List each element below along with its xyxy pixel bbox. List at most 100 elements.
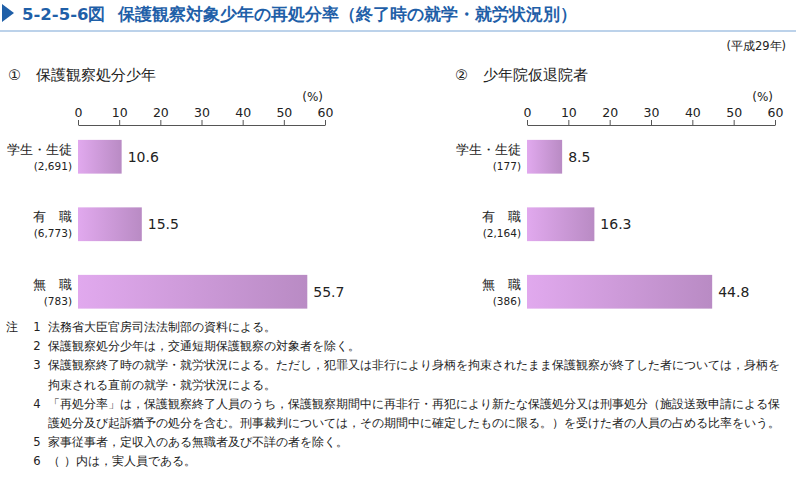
notes-label [6,452,26,471]
category-label: 無 職 [482,277,521,292]
data-label: 15.5 [148,216,179,232]
tick: 10 [561,105,577,125]
data-label: 10.6 [128,149,159,165]
tick: 0 [75,105,83,125]
tick: 30 [194,105,210,125]
count-label: (2,164) [483,227,521,239]
category-label: 学生・生徒 [7,142,72,157]
tick: 10 [112,105,128,125]
tick: 40 [685,105,701,125]
note-text: 家事従事者，定収入のある無職者及び不詳の者を除く。 [48,433,788,452]
tick: 50 [726,105,742,125]
category-label: 有 職 [482,209,521,224]
note-number: 1 [26,318,48,337]
axis-title: (%) [302,90,323,104]
count-label: (6,773) [34,227,72,239]
notes-label: 注 [6,318,26,337]
axis-line [79,125,326,126]
bar [527,140,562,174]
tick-mark [119,120,120,125]
data-label: 8.5 [568,149,590,165]
count-label: (783) [44,295,72,307]
data-label: 16.3 [600,216,631,232]
note-text: （ ）内は，実人員である。 [48,452,788,471]
axis-line [528,125,776,126]
tick-label: 0 [75,105,83,120]
note-number: 4 [26,395,48,433]
chart: ② 少年院仮退院者 (%) 0 10 20 30 40 50 60 8.5 16.3 44.8 学生・生… [455,67,783,309]
note-text: 法務省大臣官房司法法制部の資料による。 [48,318,788,337]
count-label: (177) [493,160,521,172]
note: 5家事従事者，定収入のある無職者及び不詳の者を除く。 [6,433,788,452]
period: (平成29年) [726,39,786,53]
tick-label: 40 [685,105,701,120]
note: 注1法務省大臣官房司法法制部の資料による。 [6,318,788,337]
note: 3保護観察終了時の就学・就労状況による。ただし，犯罪又は非行により身柄を拘束され… [6,356,788,394]
tick-label: 0 [524,105,532,120]
bars [78,140,307,309]
tick-mark [651,120,652,125]
tick: 0 [524,105,532,125]
note: 6（ ）内は，実人員である。 [6,452,788,471]
tick-mark [527,120,528,125]
tick: 50 [276,105,292,125]
tick-label: 10 [112,105,128,120]
tick-label: 30 [644,105,660,120]
chart-title: ② 少年院仮退院者 [455,67,588,83]
note: 2保護観察処分少年は，交通短期保護観察の対象者を除く。 [6,337,788,356]
data-label: 55.7 [313,284,344,300]
notes-label [6,433,26,452]
note-number: 2 [26,337,48,356]
data-label: 44.8 [718,284,749,300]
notes-label [6,395,26,433]
notes-label [6,356,26,394]
tick-label: 20 [153,105,169,120]
x-axis: 0 10 20 30 40 50 60 [524,105,784,126]
tick: 60 [318,105,334,125]
header-marker [2,4,14,22]
figure-title: 保護観察対象少年の再処分率（終了時の就学・就労状況別） [117,5,577,24]
note-text: 保護観察処分少年は，交通短期保護観察の対象者を除く。 [48,337,788,356]
category-label: 無 職 [33,277,72,292]
tick-label: 60 [768,105,784,120]
chart-title: ① 保護観察処分少年 [8,67,156,83]
tick-mark [734,120,735,125]
tick: 60 [768,105,784,125]
bar [78,275,307,309]
tick: 20 [602,105,618,125]
tick-mark [78,120,79,125]
notes-label [6,337,26,356]
tick: 30 [644,105,660,125]
category-label: 有 職 [33,209,72,224]
tick-label: 50 [726,105,742,120]
tick: 40 [235,105,251,125]
count-label: (386) [493,295,521,307]
axis-title: (%) [752,90,773,104]
tick-label: 10 [561,105,577,120]
bar [78,140,122,174]
header-rule [0,30,796,31]
bar [527,275,712,309]
tick-label: 60 [318,105,334,120]
category-label: 学生・生徒 [456,142,521,157]
note-text: 保護観察終了時の就学・就労状況による。ただし，犯罪又は非行により身柄を拘束された… [48,356,788,394]
tick-label: 30 [194,105,210,120]
bar [527,207,594,241]
note: 4「再処分率」は，保護観察終了人員のうち，保護観察期間中に再非行・再犯により新た… [6,395,788,433]
note-number: 5 [26,433,48,452]
tick-mark [284,120,285,125]
bars [527,140,712,309]
note-text: 「再処分率」は，保護観察終了人員のうち，保護観察期間中に再非行・再犯により新たな… [48,395,788,433]
tick-mark [775,120,776,125]
figure-number: 5-2-5-6図 [22,5,105,24]
tick-mark [202,120,203,125]
tick-mark [243,120,244,125]
tick: 20 [153,105,169,125]
tick-mark [568,120,569,125]
count-label: (2,691) [34,160,72,172]
chart: ① 保護観察処分少年 (%) 0 10 20 30 40 50 60 10.6 15.5 55.7 学生… [7,67,344,309]
bar [78,207,142,241]
notes: 注1法務省大臣官房司法法制部の資料による。2保護観察処分少年は，交通短期保護観察… [6,318,788,472]
tick-label: 40 [235,105,251,120]
tick-mark [325,120,326,125]
